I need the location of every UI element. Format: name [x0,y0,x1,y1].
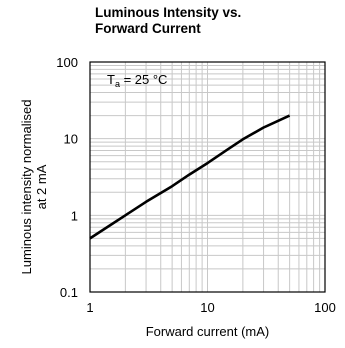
annotation-symbol: T [107,72,115,87]
annotation-value: = 25 °C [120,72,167,87]
tick-labels: 1 10 100 0.1 1 10 100 [56,55,336,315]
y-tick-label: 0.1 [60,285,78,300]
y-tick-label: 100 [56,55,78,70]
y-tick-label: 1 [71,208,78,223]
x-axis-label: Forward current (mA) [145,324,270,339]
x-tick-label: 1 [86,300,93,315]
annotation-subscript: a [115,79,120,89]
y-tick-label: 10 [64,132,78,147]
series-line [89,114,291,240]
x-tick-label: 100 [314,300,336,315]
chart-title-line1: Luminous Intensity vs. [95,5,242,20]
chart-title-line2: Forward Current [95,21,201,36]
chart-title: Luminous Intensity vs. Forward Current [95,5,241,37]
grid-lines [90,62,325,292]
x-tick-label: 10 [200,300,214,315]
plot-frame [89,61,326,293]
temperature-annotation: Ta = 25 °C [107,72,167,89]
